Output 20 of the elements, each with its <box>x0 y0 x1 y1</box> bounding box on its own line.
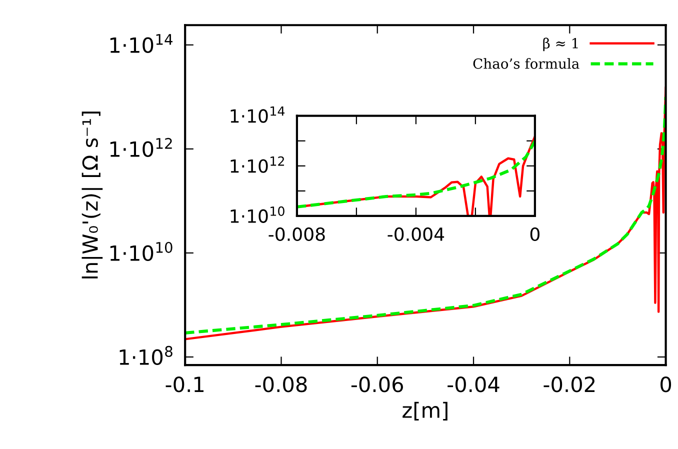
x-tick-label: -0.08 <box>255 376 307 392</box>
y-tick-label: 1·10$^{8}$ <box>120 346 172 366</box>
y-tick-label: 1·10$^{12}$ <box>230 156 284 173</box>
legend-label: Chao’s formula <box>473 58 580 69</box>
x-axis-title: z[m] <box>402 402 448 420</box>
x-tick-label: -0.06 <box>351 376 404 392</box>
y-tick-label: 1·10$^{14}$ <box>230 106 285 123</box>
x-tick-label: 0 <box>530 227 540 242</box>
y-axis-title: ln|W₀'(z)| [Ω s⁻¹] <box>82 112 103 278</box>
y-tick-label: 1·10$^{10}$ <box>110 242 172 262</box>
x-tick-label: -0.02 <box>544 376 595 392</box>
y-tick-label: 1·10$^{14}$ <box>110 34 172 53</box>
x-tick-label: 0 <box>660 376 672 392</box>
x-tick-label: -0.1 <box>166 376 204 392</box>
legend-label: β ≈ 1 <box>543 38 578 52</box>
x-tick-label: -0.04 <box>448 376 500 392</box>
x-tick-label: -0.008 <box>268 227 325 242</box>
y-tick-label: 1·10$^{10}$ <box>230 206 284 223</box>
x-tick-label: -0.004 <box>388 227 444 242</box>
y-tick-label: 1·10$^{12}$ <box>110 138 172 157</box>
